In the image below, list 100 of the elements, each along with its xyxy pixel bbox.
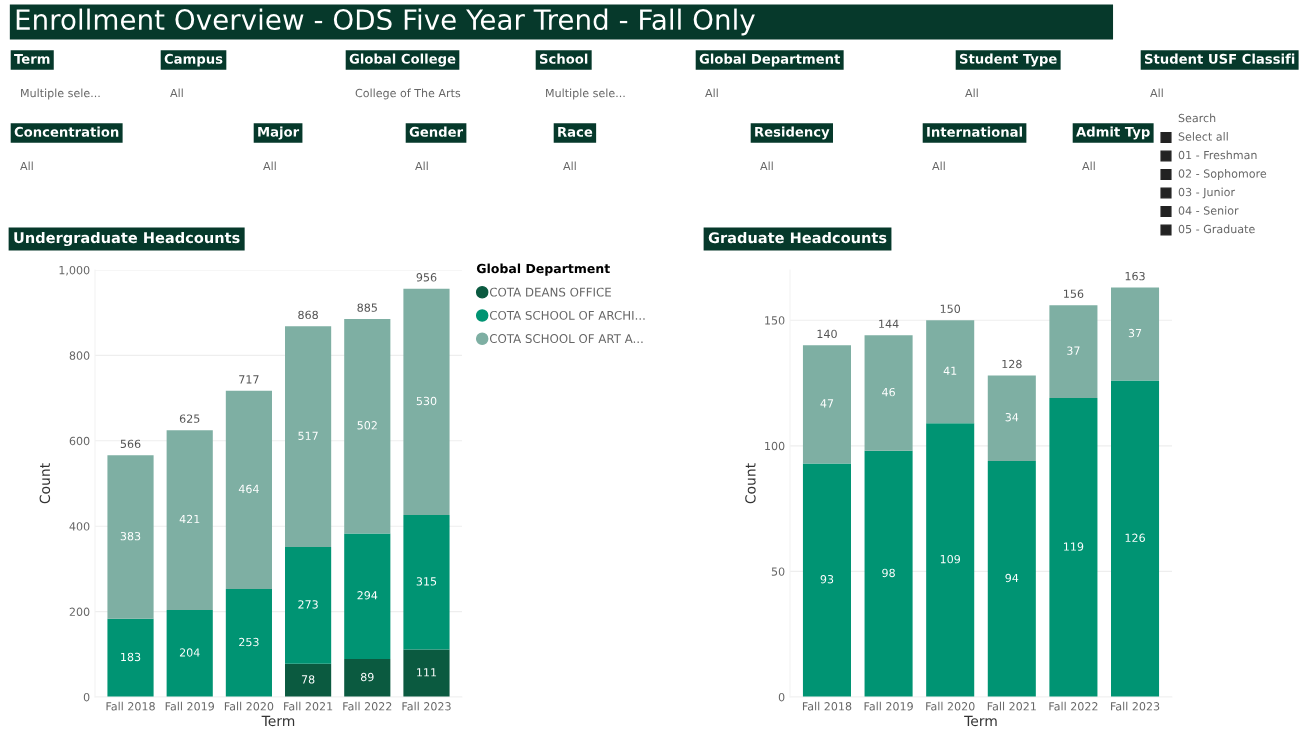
text: All <box>170 88 183 98</box>
total-label: 144 <box>879 319 899 328</box>
total-label: 625 <box>179 414 200 423</box>
data-label: 294 <box>357 591 378 600</box>
total-label: 566 <box>120 439 141 449</box>
x-tick-label: Fall 2020 <box>224 701 274 711</box>
chart-title: Undergraduate Headcounts <box>14 231 240 247</box>
text: Gender <box>409 126 464 137</box>
text: Student Type <box>959 53 1057 67</box>
text: 04 - Senior <box>1178 206 1239 215</box>
total-label: 140 <box>817 329 837 339</box>
legend-label: COTA DEANS OFFICE <box>489 287 611 297</box>
chart-title: Graduate Headcounts <box>708 231 887 244</box>
bar <box>403 515 450 650</box>
total-label: 163 <box>1125 271 1145 281</box>
text: All <box>932 161 945 171</box>
y-tick-label: 150 <box>765 316 785 325</box>
text: 02 - Sophomore <box>1178 169 1267 180</box>
text: All <box>1082 161 1095 171</box>
bar <box>926 320 975 424</box>
bar <box>285 326 332 548</box>
data-label: 421 <box>179 514 200 524</box>
data-label: 315 <box>416 577 437 586</box>
y-tick-label: 100 <box>765 441 785 451</box>
x-tick-label: Fall 2022 <box>1049 701 1098 711</box>
data-label: 41 <box>943 366 957 375</box>
text: Term <box>14 54 50 64</box>
bar <box>107 455 154 619</box>
y-axis-title: Count <box>745 463 756 504</box>
text: Enrollment Overview - ODS Five Year Trend - Fall Only <box>16 8 755 36</box>
data-label: 78 <box>301 675 315 684</box>
x-axis-title: Term <box>261 715 295 727</box>
x-tick-label: Fall 2023 <box>402 701 451 711</box>
total-label: 885 <box>357 303 377 312</box>
total-label: 717 <box>239 375 259 384</box>
text: All <box>965 88 978 98</box>
bar <box>1111 287 1160 381</box>
data-label: 37 <box>1067 346 1080 355</box>
x-tick-label: Fall 2021 <box>987 701 1036 711</box>
total-label: 868 <box>298 310 318 320</box>
data-label: 93 <box>820 575 834 584</box>
x-tick-label: Fall 2018 <box>106 701 155 711</box>
bar <box>864 335 913 451</box>
bar <box>926 423 975 697</box>
x-tick-label: Fall 2022 <box>343 701 392 711</box>
text: All <box>760 161 773 171</box>
data-label: 47 <box>820 399 834 408</box>
text: 05 - Graduate <box>1178 224 1255 234</box>
bar <box>403 649 450 697</box>
total-label: 156 <box>1064 289 1084 298</box>
text: All <box>563 161 576 171</box>
bar <box>285 547 332 664</box>
data-label: 204 <box>179 648 200 657</box>
data-label: 126 <box>1125 533 1145 542</box>
text: All <box>1150 88 1163 98</box>
data-label: 119 <box>1064 542 1084 551</box>
total-label: 128 <box>1002 359 1022 369</box>
text: Residency <box>755 126 830 140</box>
data-label: 517 <box>298 431 318 440</box>
bar <box>802 345 851 464</box>
bar <box>403 288 450 516</box>
y-tick-label: 400 <box>69 522 90 531</box>
x-tick-label: Fall 2020 <box>926 701 975 711</box>
data-label: 46 <box>882 387 895 397</box>
total-label: 150 <box>940 304 961 313</box>
text: Search <box>1178 113 1216 123</box>
bar <box>166 609 213 697</box>
text: All <box>705 88 718 98</box>
data-label: 183 <box>121 652 141 662</box>
y-tick-label: 1,000 <box>59 265 90 276</box>
data-label: 530 <box>416 396 437 406</box>
y-tick-label: 50 <box>771 567 785 576</box>
text: School <box>539 53 588 64</box>
total-label: 956 <box>416 273 437 282</box>
data-label: 89 <box>360 672 374 682</box>
data-label: 273 <box>298 600 318 609</box>
bar <box>1049 305 1098 399</box>
data-label: 37 <box>1128 328 1142 338</box>
bar <box>225 390 272 589</box>
y-tick-label: 200 <box>69 607 90 616</box>
bar <box>864 450 913 697</box>
text: Multiple sele... <box>21 88 100 100</box>
data-label: 253 <box>239 637 259 647</box>
bar <box>166 430 213 610</box>
text: Global Department <box>699 53 841 67</box>
legend-label: COTA SCHOOL OF ARCHI... <box>489 310 645 320</box>
legend-label: COTA SCHOOL OF ART A... <box>489 334 643 344</box>
x-tick-label: Fall 2018 <box>802 701 852 711</box>
text: All <box>263 161 276 171</box>
data-label: 111 <box>417 668 437 677</box>
x-tick-label: Fall 2023 <box>1111 701 1160 711</box>
x-tick-label: Fall 2019 <box>165 701 215 711</box>
bar <box>344 533 391 659</box>
data-label: 94 <box>1005 573 1019 583</box>
text: Admit Typ <box>1076 126 1150 140</box>
y-tick-label: 800 <box>69 351 90 360</box>
legend-title: Global Department <box>476 263 610 276</box>
text: All <box>20 161 33 171</box>
bar <box>344 659 391 697</box>
data-label: 98 <box>882 568 895 578</box>
